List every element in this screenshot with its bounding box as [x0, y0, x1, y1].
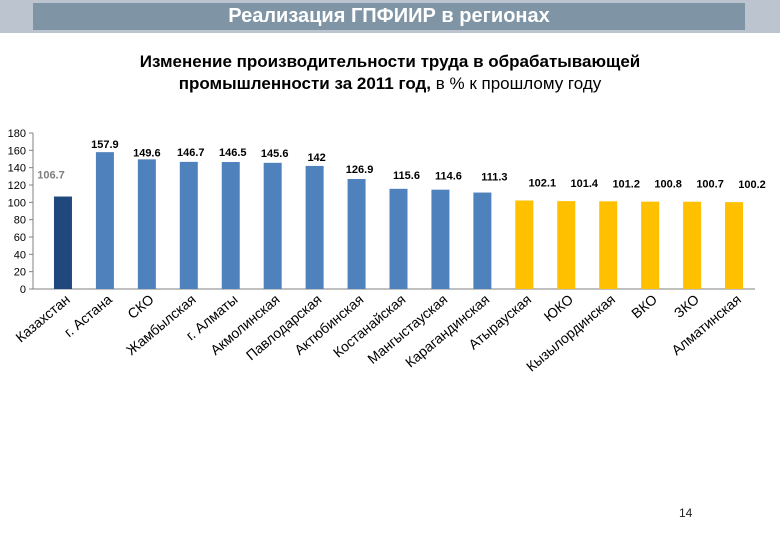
bar	[431, 189, 450, 289]
bar	[137, 159, 156, 289]
y-tick-label: 0	[20, 284, 26, 296]
y-tick-label: 40	[14, 249, 26, 261]
x-tick-label: ЮКО	[541, 291, 577, 325]
data-label: 101.4	[570, 178, 598, 190]
data-label: 100.7	[696, 179, 724, 191]
chart-title-line2-bold: промышленности за 2011 год,	[178, 74, 432, 93]
bar	[347, 179, 366, 289]
data-label: 100.2	[738, 179, 766, 191]
chart-title-line2: промышленности за 2011 год, в % к прошло…	[40, 73, 740, 95]
data-label: 126.9	[346, 164, 374, 176]
data-label: 106.7	[37, 170, 65, 182]
header-title: Реализация ГПФИИР в регионах	[33, 3, 745, 30]
page-number: 14	[679, 506, 693, 520]
bar	[473, 192, 492, 289]
x-tick-label: г. Астана	[61, 291, 115, 340]
y-tick-label: 100	[8, 197, 26, 209]
y-tick-label: 140	[8, 163, 26, 175]
x-tick-label: Казахстан	[12, 291, 73, 345]
bar	[389, 188, 408, 289]
data-label: 102.1	[529, 178, 557, 190]
data-label: 149.6	[133, 147, 161, 159]
header-bar: Реализация ГПФИИР в регионах	[0, 0, 780, 33]
bar	[263, 162, 282, 289]
x-tick-label: ВКО	[628, 291, 660, 321]
x-tick-label: ЗКО	[671, 291, 702, 321]
y-tick-label: 60	[14, 232, 26, 244]
data-label: 101.2	[612, 178, 640, 190]
bar	[557, 201, 576, 289]
bar	[53, 196, 72, 289]
bar	[641, 201, 660, 289]
data-label: 100.8	[654, 179, 682, 191]
data-label: 115.6	[393, 170, 420, 182]
y-tick-label: 120	[8, 180, 26, 192]
data-label: 111.3	[481, 172, 507, 184]
data-label: 114.6	[435, 171, 462, 183]
bar	[683, 201, 702, 289]
y-tick-label: 80	[14, 215, 26, 227]
data-label: 146.7	[177, 147, 205, 159]
chart-title: Изменение производительности труда в обр…	[40, 51, 740, 95]
bar	[599, 201, 618, 289]
data-label: 142	[307, 152, 325, 164]
chart-title-line1: Изменение производительности труда в обр…	[139, 52, 641, 71]
bar	[95, 152, 114, 289]
bar	[221, 162, 240, 289]
bar	[305, 165, 324, 289]
data-label: 146.5	[219, 147, 247, 159]
chart-title-line2-normal: в % к прошлому году	[435, 74, 602, 93]
bar	[725, 202, 744, 289]
y-tick-label: 160	[8, 145, 26, 157]
bar	[179, 161, 198, 289]
x-tick-label: СКО	[124, 291, 157, 322]
data-label: 145.6	[261, 148, 289, 160]
bar	[515, 200, 534, 289]
y-tick-label: 20	[14, 267, 26, 279]
y-tick-label: 180	[8, 128, 26, 140]
data-label: 157.9	[91, 139, 119, 151]
